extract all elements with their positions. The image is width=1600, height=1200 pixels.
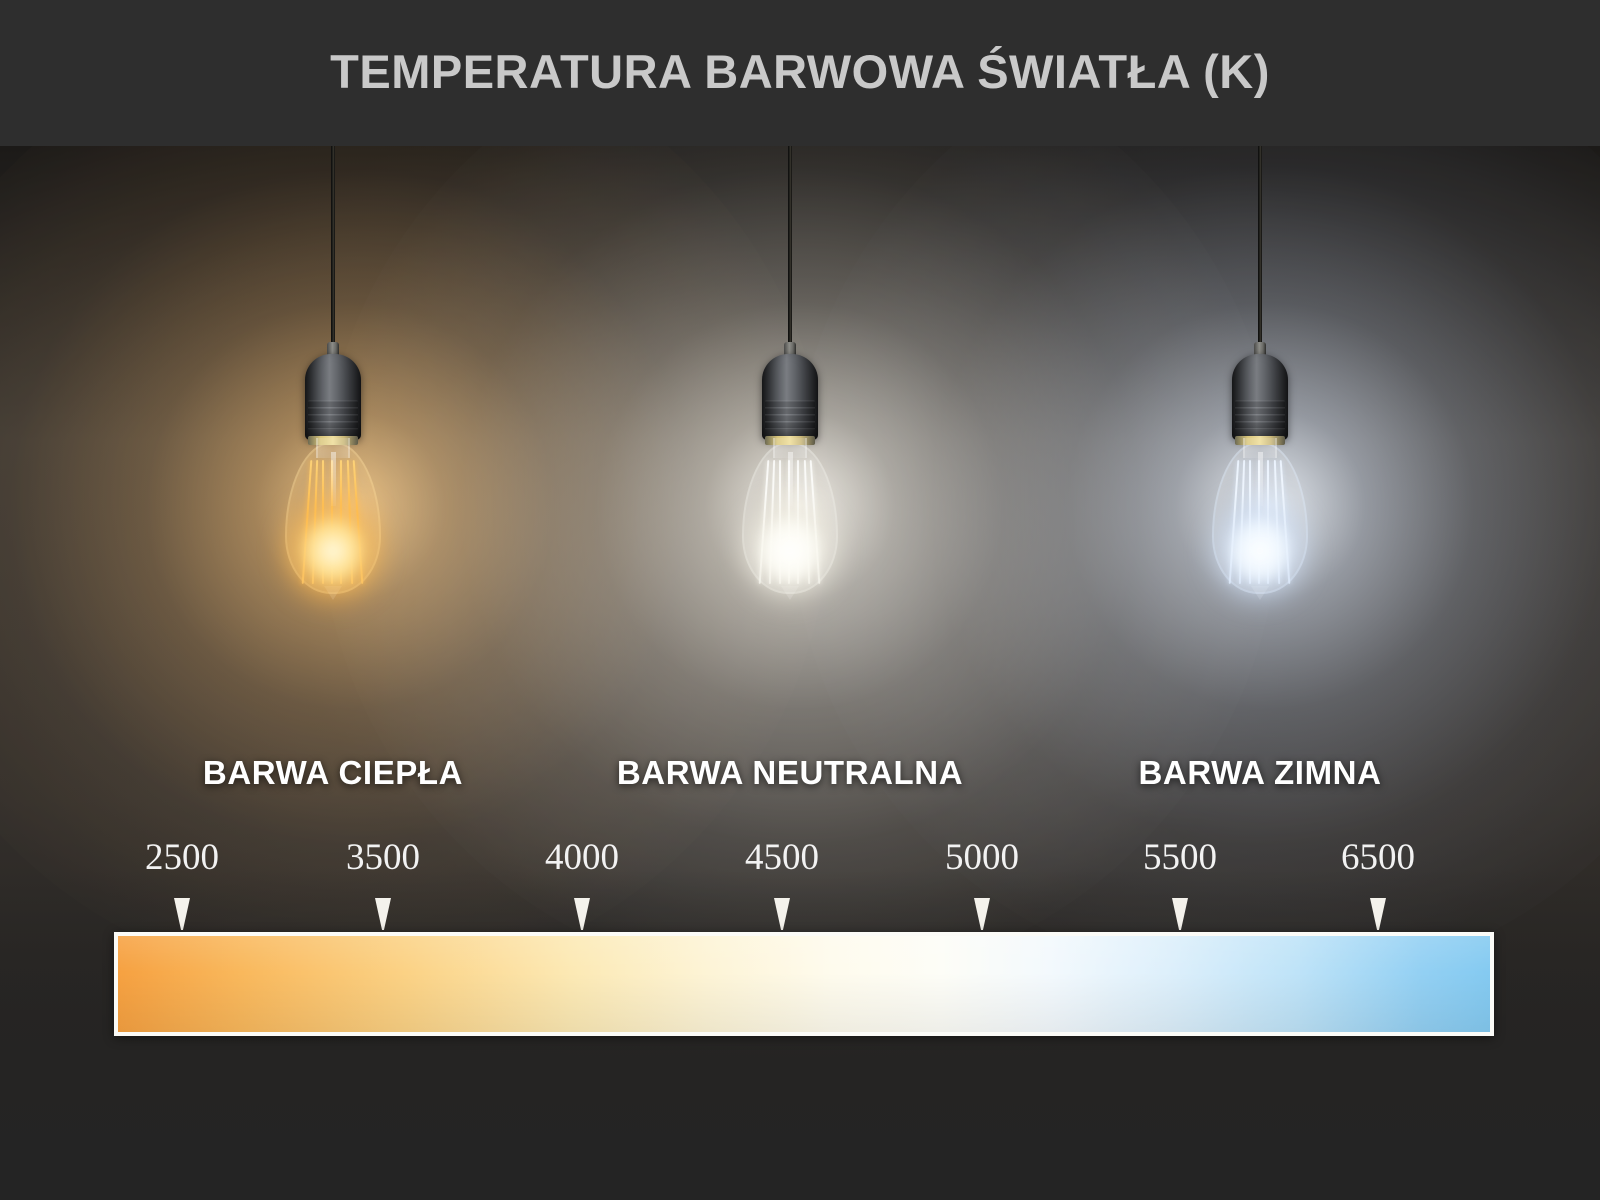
- scale-arrow-icon-2500: [174, 898, 190, 930]
- scale-arrow-icon-3500: [375, 898, 391, 930]
- scale-tick-value-5500: 5500: [1143, 837, 1217, 878]
- color-temperature-gradient-bar: [114, 932, 1494, 1036]
- scale-tick-value-3500: 3500: [346, 837, 420, 878]
- scale-tick-value-2500: 2500: [145, 837, 219, 878]
- scale-arrow-icon-5000: [974, 898, 990, 930]
- scale-tick-value-4000: 4000: [545, 837, 619, 878]
- scale-arrow-icon-5500: [1172, 898, 1188, 930]
- scale-arrow-icon-4500: [774, 898, 790, 930]
- scale-tick-value-6500: 6500: [1341, 837, 1415, 878]
- scale-arrow-icon-4000: [574, 898, 590, 930]
- scale-tick-value-5000: 5000: [945, 837, 1019, 878]
- kelvin-scale: 2500 3500 4000 4500 5000 5500 6500: [0, 146, 1600, 1200]
- lamp-scene: BARWA CIEPŁA BARWA NEUTRALNA BARWA ZIMNA…: [0, 146, 1600, 1200]
- page-title: TEMPERATURA BARWOWA ŚWIATŁA (K): [330, 45, 1270, 98]
- header-band: TEMPERATURA BARWOWA ŚWIATŁA (K): [0, 0, 1600, 146]
- scale-tick-value-4500: 4500: [745, 837, 819, 878]
- scale-arrow-icon-6500: [1370, 898, 1386, 930]
